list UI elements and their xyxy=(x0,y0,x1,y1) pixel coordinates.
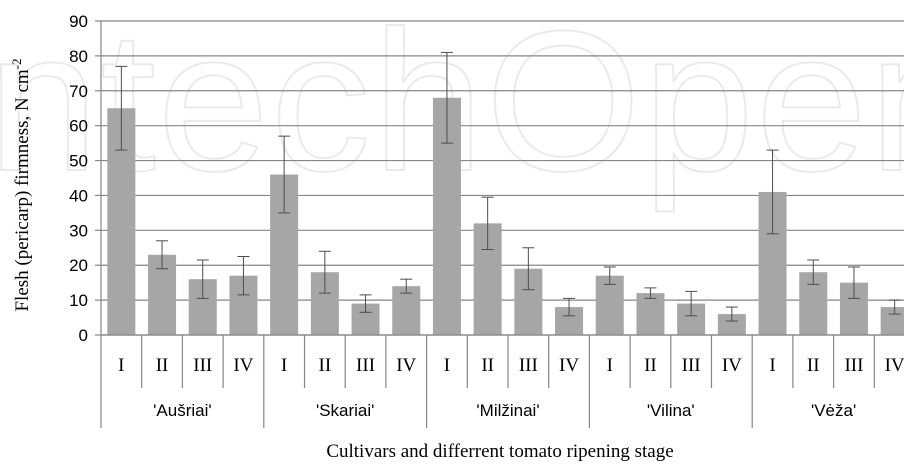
stage-label: III xyxy=(356,355,375,376)
cultivar-label: 'Vėža' xyxy=(811,401,856,420)
bar xyxy=(880,307,904,335)
stage-label: II xyxy=(481,355,494,376)
stage-label: III xyxy=(519,355,538,376)
bar xyxy=(717,314,746,335)
stage-label: IV xyxy=(559,355,579,376)
y-tick-label: 10 xyxy=(69,291,88,310)
stage-label: I xyxy=(118,355,124,376)
stage-label: I xyxy=(444,355,450,376)
stage-label: IV xyxy=(885,355,904,376)
cultivar-label: 'Milžinai' xyxy=(476,401,539,420)
y-axis-title-superscript: -2 xyxy=(9,58,24,69)
bar xyxy=(595,275,624,335)
stage-label: II xyxy=(644,355,657,376)
stage-label: IV xyxy=(722,355,742,376)
bars xyxy=(107,97,904,335)
y-tick-label: 30 xyxy=(69,221,88,240)
y-axis-title-text: Flesh (pericarp) firmness, N cm xyxy=(12,69,33,311)
x-axis: I II III IV'Aušriai'I II III IV'Skariai'I II III… xyxy=(100,334,904,428)
cultivar-label: 'Vilina' xyxy=(647,401,695,420)
bar xyxy=(636,293,665,335)
y-tick-label: 60 xyxy=(69,117,88,136)
y-tick-label: 90 xyxy=(69,12,88,31)
y-tick-label: 50 xyxy=(69,152,88,171)
y-axis-title: Flesh (pericarp) firmness, N cm-2 xyxy=(9,58,33,311)
y-tick-label: 70 xyxy=(69,82,88,101)
y-tick-label: 80 xyxy=(69,47,88,66)
y-tick-label: 20 xyxy=(69,256,88,275)
stage-label: II xyxy=(156,355,169,376)
stage-label: IV xyxy=(396,355,416,376)
cultivar-label: 'Skariai' xyxy=(316,401,374,420)
stage-label: II xyxy=(807,355,820,376)
error-bars xyxy=(115,51,901,322)
stage-label: III xyxy=(844,355,863,376)
y-tick-label: 40 xyxy=(69,186,88,205)
stage-label: IV xyxy=(233,355,253,376)
stage-label: I xyxy=(607,355,613,376)
cultivar-label: 'Aušriai' xyxy=(153,401,211,420)
stage-label: II xyxy=(319,355,332,376)
y-tick-label: 0 xyxy=(79,326,88,345)
bar xyxy=(392,286,421,335)
y-tick-labels: 0 10 20 30 40 50 60 70 80 90 xyxy=(69,12,88,345)
x-axis-title: Cultivars and differrent tomato ripening… xyxy=(326,441,673,462)
stage-label: I xyxy=(281,355,287,376)
stage-label: III xyxy=(193,355,212,376)
stage-label: III xyxy=(682,355,701,376)
stage-label: I xyxy=(769,355,775,376)
